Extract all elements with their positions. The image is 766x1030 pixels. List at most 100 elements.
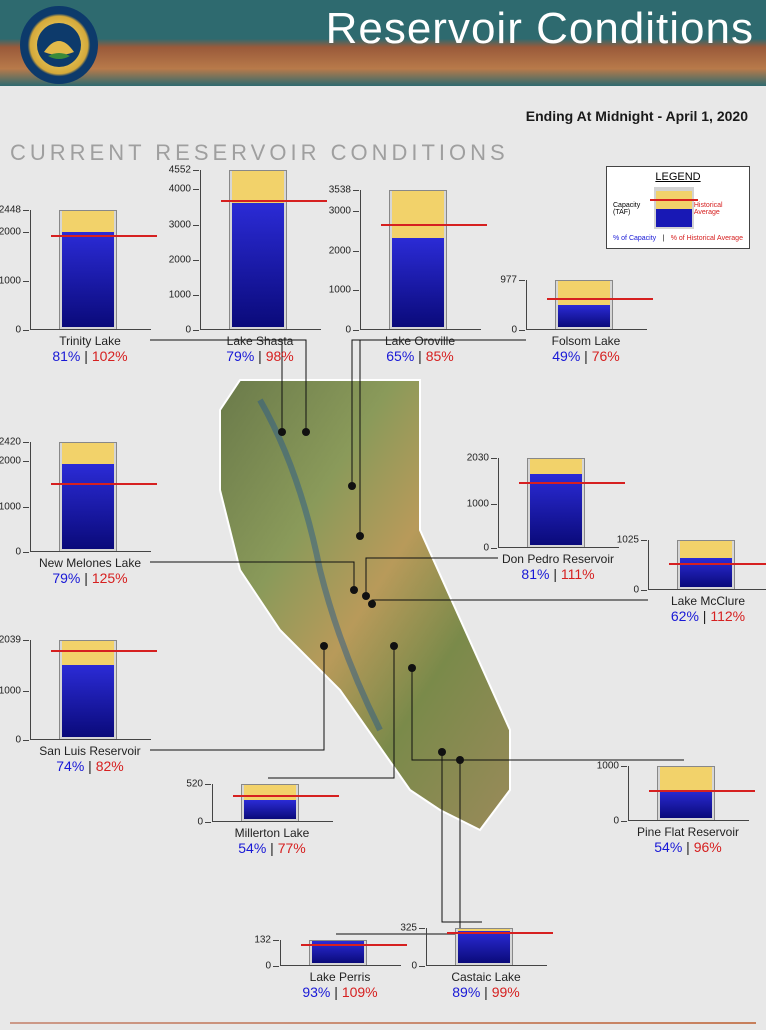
current-fill bbox=[458, 931, 510, 963]
y-axis: 01000200030003538 bbox=[325, 190, 359, 330]
y-tick-label: 3000 bbox=[169, 219, 191, 230]
reservoir-name: Lake McClure bbox=[648, 594, 766, 608]
y-tick-label: 2000 bbox=[329, 245, 351, 256]
reservoir-folsom: 0977Folsom Lake49% | 76% bbox=[526, 280, 646, 364]
reservoir-chart: 01000 bbox=[628, 766, 749, 821]
y-axis: 0132 bbox=[245, 940, 279, 966]
capacity-bar-slot bbox=[527, 458, 585, 548]
california-outline bbox=[220, 380, 510, 830]
reservoir-percentages: 79% | 98% bbox=[200, 348, 320, 364]
y-tick-label: 2039 bbox=[0, 635, 21, 646]
reservoir-percentages: 81% | 102% bbox=[30, 348, 150, 364]
pct-capacity: 89% bbox=[452, 984, 480, 1000]
capacity-bar-slot bbox=[229, 170, 287, 330]
y-tick-label: 3538 bbox=[329, 185, 351, 196]
y-tick-label: 0 bbox=[15, 735, 21, 746]
y-tick-label: 132 bbox=[254, 935, 271, 946]
y-tick-label: 0 bbox=[633, 585, 639, 596]
pct-capacity: 74% bbox=[56, 758, 84, 774]
historical-avg-line bbox=[51, 235, 157, 237]
pct-capacity: 54% bbox=[238, 840, 266, 856]
historical-avg-line bbox=[447, 932, 553, 934]
y-tick-label: 0 bbox=[613, 816, 619, 827]
capacity-bar-slot bbox=[59, 640, 117, 740]
y-axis: 010002030 bbox=[463, 458, 497, 548]
reservoir-name: Trinity Lake bbox=[30, 334, 150, 348]
page-subtitle: CURRENT RESERVOIR CONDITIONS bbox=[10, 140, 509, 166]
current-fill bbox=[660, 790, 712, 818]
y-tick-label: 977 bbox=[500, 275, 517, 286]
y-axis: 0977 bbox=[491, 280, 525, 330]
y-tick-label: 0 bbox=[15, 547, 21, 558]
pct-capacity: 79% bbox=[52, 570, 80, 586]
reservoir-name: San Luis Reservoir bbox=[30, 744, 150, 758]
legend-bottom-row: % of Capacity | % of Historical Average bbox=[613, 235, 743, 242]
reservoir-chart: 01000200030003538 bbox=[360, 190, 481, 330]
reservoir-pineflat: 01000 Pine Flat Reservoir54% | 96% bbox=[628, 766, 748, 855]
reservoir-newmelones: 0100020002420New Melones Lake79% | 125% bbox=[30, 442, 150, 586]
reservoir-trinity: 0100020002448Trinity Lake81% | 102% bbox=[30, 210, 150, 364]
historical-avg-line bbox=[51, 650, 157, 652]
capacity-bar-slot bbox=[389, 190, 447, 330]
current-fill bbox=[62, 665, 114, 737]
pct-historical: 76% bbox=[592, 348, 620, 364]
reservoir-chart: 0977 bbox=[526, 280, 647, 330]
y-tick-label: 0 bbox=[185, 325, 191, 336]
legend-bar-sample bbox=[654, 187, 694, 229]
reservoir-percentages: 49% | 76% bbox=[526, 348, 646, 364]
reservoir-oroville: 01000200030003538Lake Oroville65% | 85% bbox=[360, 190, 480, 364]
y-tick-label: 0 bbox=[197, 817, 203, 828]
y-tick-label: 0 bbox=[411, 961, 417, 972]
y-tick-label: 2448 bbox=[0, 205, 21, 216]
y-tick-label: 520 bbox=[186, 779, 203, 790]
y-tick-label: 2000 bbox=[169, 254, 191, 265]
y-axis: 010002039 bbox=[0, 640, 29, 740]
reservoir-chart: 010002039 bbox=[30, 640, 151, 740]
y-tick-label: 0 bbox=[511, 325, 517, 336]
reservoir-chart: 01025 bbox=[648, 540, 766, 590]
seal-icon bbox=[34, 20, 84, 70]
reservoir-percentages: 74% | 82% bbox=[30, 758, 150, 774]
legend-title: LEGEND bbox=[613, 171, 743, 183]
reservoir-mcclure: 01025 Lake McClure62% | 112% bbox=[648, 540, 766, 624]
reservoir-name: Millerton Lake bbox=[212, 826, 332, 840]
reservoir-percentages: 62% | 112% bbox=[648, 608, 766, 624]
reservoir-percentages: 54% | 96% bbox=[628, 839, 748, 855]
reservoir-percentages: 54% | 77% bbox=[212, 840, 332, 856]
current-fill bbox=[62, 464, 114, 549]
page-root: Reservoir Conditions Ending At Midnight … bbox=[0, 0, 766, 1030]
pct-historical: 102% bbox=[92, 348, 128, 364]
pct-capacity: 79% bbox=[226, 348, 254, 364]
y-axis: 010002000300040004552 bbox=[165, 170, 199, 330]
reservoir-name: Lake Shasta bbox=[200, 334, 320, 348]
pct-historical: 99% bbox=[492, 984, 520, 1000]
pct-historical: 98% bbox=[266, 348, 294, 364]
pct-capacity: 65% bbox=[386, 348, 414, 364]
current-fill bbox=[530, 474, 582, 545]
reservoir-donpedro: 010002030Don Pedro Reservoir81% | 111% bbox=[498, 458, 618, 582]
pct-capacity: 62% bbox=[671, 608, 699, 624]
capacity-bar-slot bbox=[657, 766, 715, 821]
reservoir-chart: 0100020002420 bbox=[30, 442, 151, 552]
y-axis: 0100020002448 bbox=[0, 210, 29, 330]
y-tick-label: 2420 bbox=[0, 437, 21, 448]
y-tick-label: 2000 bbox=[0, 226, 21, 237]
reservoir-percentages: 81% | 111% bbox=[498, 566, 618, 582]
footer-rule bbox=[10, 1022, 756, 1024]
current-fill bbox=[62, 232, 114, 327]
reservoir-chart: 0520 bbox=[212, 784, 333, 822]
pct-capacity: 81% bbox=[521, 566, 549, 582]
historical-avg-line bbox=[649, 790, 755, 792]
historical-avg-line bbox=[51, 483, 157, 485]
y-tick-label: 1000 bbox=[0, 685, 21, 696]
pct-historical: 96% bbox=[694, 839, 722, 855]
historical-avg-line bbox=[221, 200, 327, 202]
y-tick-label: 1000 bbox=[597, 761, 619, 772]
y-tick-label: 4552 bbox=[169, 165, 191, 176]
reservoir-name: Pine Flat Reservoir bbox=[628, 825, 748, 839]
legend-pct-hist: % of Historical Average bbox=[671, 235, 743, 242]
historical-avg-line bbox=[547, 298, 653, 300]
y-tick-label: 1000 bbox=[0, 275, 21, 286]
y-axis: 01025 bbox=[613, 540, 647, 590]
y-tick-label: 1000 bbox=[467, 498, 489, 509]
